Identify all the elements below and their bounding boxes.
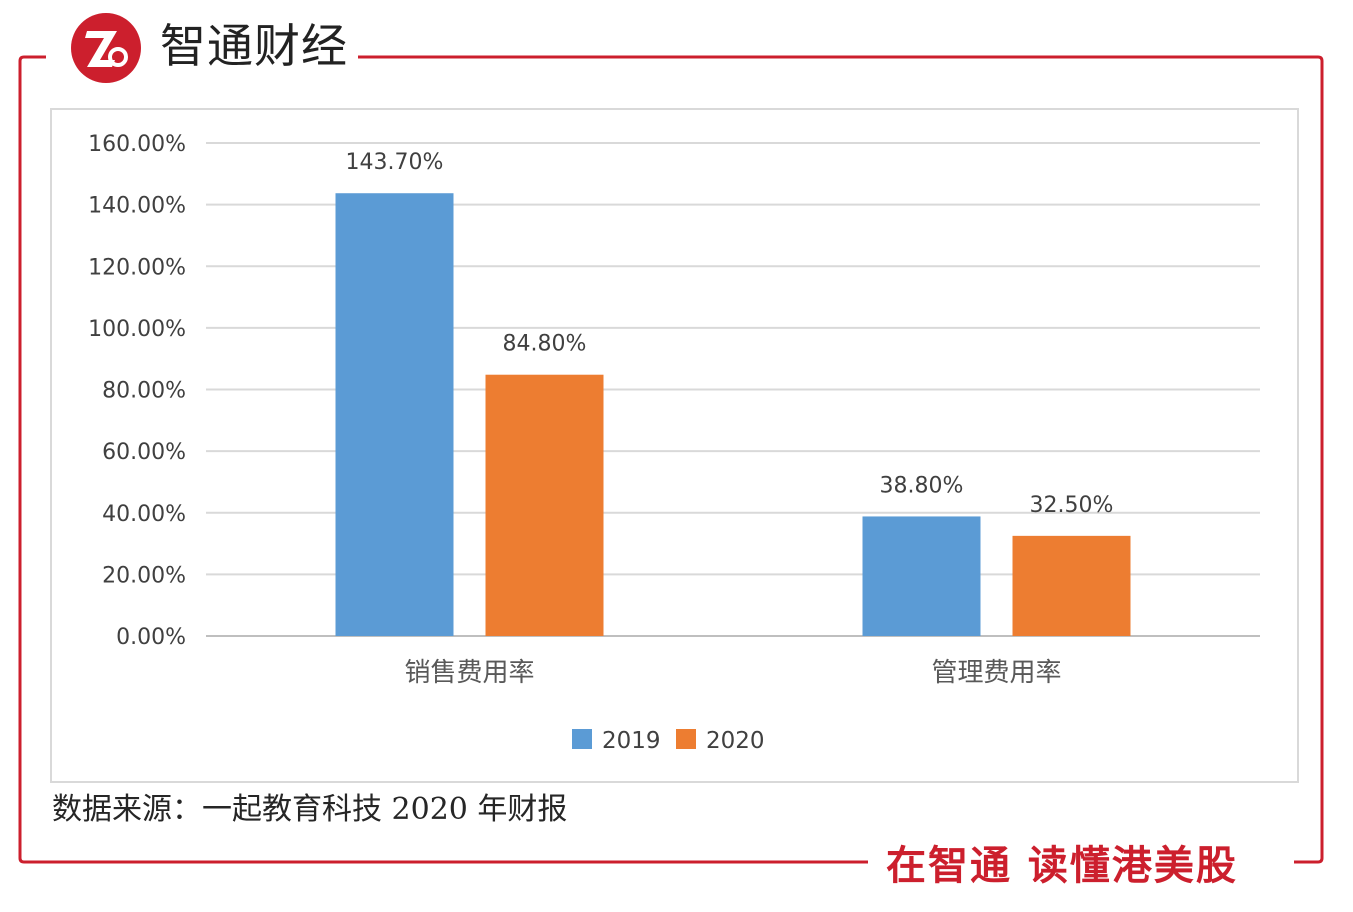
data-label: 84.80% <box>503 332 587 357</box>
legend-swatch-2020 <box>676 729 696 749</box>
chart-panel <box>50 108 1299 783</box>
brand-name: 智通财经 <box>156 16 358 76</box>
data-label: 38.80% <box>880 473 964 498</box>
x-category-label: 销售费用率 <box>404 658 534 688</box>
y-tick-label: 0.00% <box>116 625 186 650</box>
data-label: 32.50% <box>1030 493 1114 518</box>
y-tick-label: 100.00% <box>88 317 186 342</box>
legend-label-2020: 2020 <box>706 728 765 754</box>
y-tick-label: 20.00% <box>102 563 186 588</box>
y-tick-label: 160.00% <box>88 132 186 157</box>
y-tick-label: 80.00% <box>102 379 186 404</box>
source-note: 数据来源：一起教育科技 2020 年财报 <box>52 792 568 827</box>
bar-2019-1 <box>335 193 454 637</box>
y-tick-label: 120.00% <box>88 255 186 280</box>
data-label: 143.70% <box>346 150 444 175</box>
brand-logo-icon <box>71 13 141 83</box>
x-category-label: 管理费用率 <box>931 658 1061 688</box>
bar-2019-2 <box>862 516 981 636</box>
y-tick-label: 40.00% <box>102 502 186 527</box>
bar-2020-1 <box>485 374 604 636</box>
legend-swatch-2019 <box>572 729 592 749</box>
legend-label-2019: 2019 <box>602 728 661 754</box>
y-tick-label: 60.00% <box>102 440 186 465</box>
bar-2020-2 <box>1012 535 1131 636</box>
brand-slogan: 在智通 读懂港美股 <box>876 840 1248 892</box>
y-tick-label: 140.00% <box>88 194 186 219</box>
